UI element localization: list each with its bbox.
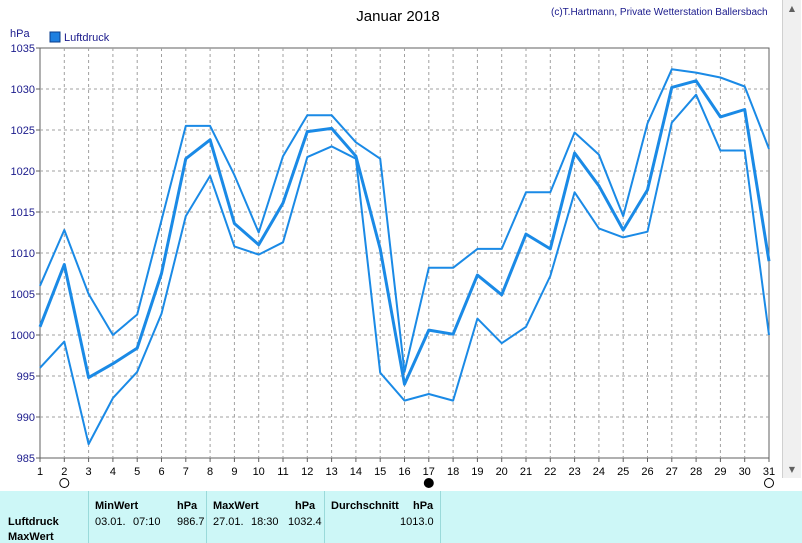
x-tick-label: 4 bbox=[110, 466, 116, 478]
x-tick-label: 31 bbox=[763, 466, 775, 478]
x-tick-label: 3 bbox=[86, 466, 92, 478]
avg-value: 1013.0 bbox=[400, 516, 434, 528]
moon-phase-markers bbox=[59, 478, 774, 488]
x-tick-label: 9 bbox=[231, 466, 237, 478]
y-unit-label: hPa bbox=[10, 28, 30, 40]
scroll-up-arrow-icon[interactable]: ▲ bbox=[788, 4, 796, 13]
x-tick-label: 8 bbox=[207, 466, 213, 478]
y-tick-label: 1005 bbox=[11, 289, 35, 301]
y-tick-label: 985 bbox=[17, 453, 35, 465]
avg-column: Durchschnitt hPa 1013.0 bbox=[324, 491, 441, 543]
legend-swatch bbox=[49, 31, 61, 43]
x-tick-label: 25 bbox=[617, 466, 629, 478]
min-date: 03.01. bbox=[95, 516, 126, 528]
max-date: 27.01. bbox=[213, 516, 244, 528]
y-tick-label: 995 bbox=[17, 371, 35, 383]
x-tick-label: 11 bbox=[277, 466, 288, 478]
x-tick-label: 24 bbox=[593, 466, 605, 478]
x-tick-label: 1 bbox=[37, 466, 43, 478]
x-tick-label: 12 bbox=[301, 466, 313, 478]
x-tick-label: 29 bbox=[714, 466, 726, 478]
x-tick-label: 27 bbox=[666, 466, 678, 478]
min-column: MinWert hPa 03.01. 07:10 986.7 bbox=[88, 491, 207, 543]
x-tick-label: 21 bbox=[520, 466, 532, 478]
max-header: MaxWert bbox=[213, 500, 259, 512]
avg-unit: hPa bbox=[413, 500, 434, 512]
max-column: MaxWert hPa 27.01. 18:30 1032.4 bbox=[206, 491, 325, 543]
series-line-max bbox=[39, 68, 770, 373]
x-tick-label: 13 bbox=[325, 466, 337, 478]
copyright-text: (c)T.Hartmann, Private Wetterstation Bal… bbox=[551, 7, 768, 18]
vertical-scrollbar[interactable]: ▲ ▼ bbox=[782, 0, 801, 478]
min-value: 986.7 bbox=[177, 516, 205, 528]
chart-title: Januar 2018 bbox=[356, 8, 439, 25]
y-tick-label: 1010 bbox=[11, 248, 35, 260]
full-moon-icon bbox=[764, 478, 774, 488]
x-tick-label: 30 bbox=[739, 466, 751, 478]
x-tick-label: 19 bbox=[471, 466, 483, 478]
stats-row-label: Luftdruck bbox=[8, 516, 59, 528]
x-tick-label: 15 bbox=[374, 466, 386, 478]
max-value: 1032.4 bbox=[288, 516, 322, 528]
y-tick-label: 1025 bbox=[11, 125, 35, 137]
stats-empty-column bbox=[440, 491, 781, 543]
x-tick-label: 5 bbox=[134, 466, 140, 478]
chart-grid bbox=[39, 47, 770, 459]
new-moon-icon bbox=[423, 478, 434, 488]
x-tick-label: 7 bbox=[183, 466, 189, 478]
min-unit: hPa bbox=[177, 500, 198, 512]
stats-panel: Luftdruck MaxWert MinWert hPa 03.01. 07:… bbox=[0, 491, 802, 543]
scroll-down-arrow-icon[interactable]: ▼ bbox=[788, 465, 796, 474]
x-tick-label: 6 bbox=[158, 466, 164, 478]
y-tick-label: 1020 bbox=[11, 166, 35, 178]
series-line-min bbox=[39, 93, 770, 446]
x-tick-label: 16 bbox=[398, 466, 410, 478]
legend-label: Luftdruck bbox=[64, 32, 110, 44]
y-tick-label: 1015 bbox=[11, 207, 35, 219]
x-tick-label: 17 bbox=[423, 466, 435, 478]
y-axis-ticks: 985 990 995 1000 1005 1010 1015 1020 1025 1030 103… bbox=[11, 43, 40, 465]
x-tick-label: 26 bbox=[641, 466, 653, 478]
full-moon-icon bbox=[59, 478, 70, 488]
series-lines bbox=[38, 68, 771, 446]
x-axis-ticks: 1 2 3 4 5 6 7 8 9 10 11 12 13 14 15 16 17 18 19 20 21 22 23 24 2… bbox=[37, 458, 775, 478]
y-tick-label: 1000 bbox=[11, 330, 35, 342]
x-tick-label: 23 bbox=[568, 466, 580, 478]
avg-header: Durchschnitt bbox=[331, 500, 399, 512]
x-tick-label: 20 bbox=[496, 466, 508, 478]
x-tick-label: 14 bbox=[350, 466, 362, 478]
x-tick-label: 2 bbox=[61, 466, 67, 478]
pressure-chart: Januar 2018 (c)T.Hartmann, Private Wette… bbox=[10, 7, 776, 488]
y-tick-label: 1035 bbox=[11, 43, 35, 55]
x-tick-label: 18 bbox=[447, 466, 459, 478]
y-tick-label: 990 bbox=[17, 412, 35, 424]
min-time: 07:10 bbox=[133, 516, 161, 528]
y-tick-label: 1030 bbox=[11, 84, 35, 96]
min-header: MinWert bbox=[95, 500, 139, 512]
stats-row-label-2: MaxWert bbox=[8, 531, 54, 543]
max-unit: hPa bbox=[295, 500, 316, 512]
x-tick-label: 22 bbox=[544, 466, 556, 478]
x-tick-label: 28 bbox=[690, 466, 702, 478]
max-time: 18:30 bbox=[251, 516, 279, 528]
series-line-mean bbox=[38, 79, 771, 386]
x-tick-label: 10 bbox=[253, 466, 265, 478]
